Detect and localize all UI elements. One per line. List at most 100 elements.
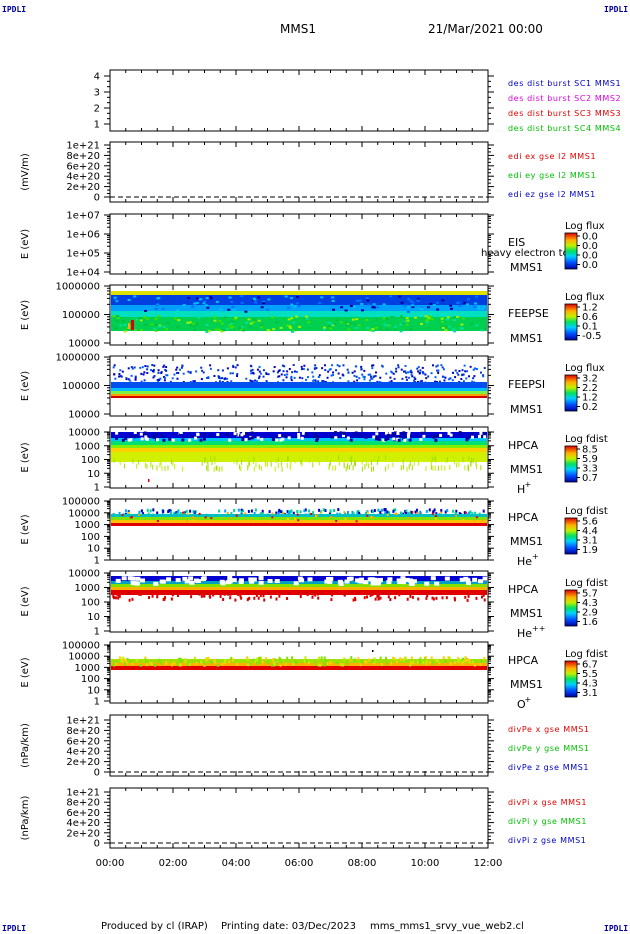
spectrogram-cell <box>131 367 134 370</box>
spectrogram-cell <box>411 595 414 599</box>
instrument-label: EIS <box>508 236 525 249</box>
spectrogram-cell <box>419 656 422 660</box>
spectrogram-cell <box>265 308 269 311</box>
spectrogram-cell <box>460 591 463 595</box>
spectrogram-cell <box>360 309 364 312</box>
spectrogram-cell <box>389 376 392 379</box>
spectrogram-cell <box>234 366 237 369</box>
spectrogram-cell <box>161 465 163 471</box>
spectrogram-cell <box>347 328 351 331</box>
spectrogram-cell <box>451 379 454 382</box>
spectrogram-cell <box>240 466 242 472</box>
spectrogram-cell <box>317 376 320 379</box>
spectrogram-cell <box>307 660 310 664</box>
spectrogram-cell <box>171 593 174 597</box>
spacecraft-label: MMS1 <box>510 332 543 345</box>
spectrogram-cell <box>210 456 212 462</box>
spectrogram-cell <box>461 661 464 665</box>
spectrogram-cell <box>464 370 467 373</box>
spectrogram-cell <box>313 367 316 370</box>
spectrogram-cell <box>168 437 172 441</box>
spectrogram-cell <box>444 576 450 581</box>
spectrogram-cell <box>203 591 206 595</box>
spectrogram-cell <box>425 509 428 513</box>
spectrogram-cell <box>221 377 224 380</box>
spectrogram-cell <box>474 511 477 515</box>
spectrogram-cell <box>328 576 334 581</box>
spectrogram-cell <box>157 371 160 374</box>
instrument-label: FEEPSE <box>508 307 549 320</box>
spectrogram-cell <box>113 663 116 667</box>
spectrogram-cell <box>173 373 176 376</box>
spectrogram-cell <box>206 458 208 464</box>
spectrogram-cell <box>465 303 469 306</box>
spectrogram-cell <box>127 367 130 370</box>
y-axis-label: E (eV) <box>20 229 31 259</box>
spectrogram-cell <box>146 317 150 320</box>
spectrogram-cell <box>301 431 305 435</box>
spectrogram-cell <box>204 304 208 307</box>
spectrogram-cell <box>259 656 262 660</box>
spectrogram-cell <box>441 366 444 369</box>
spectrogram-cell <box>482 576 488 581</box>
spectrogram-cell <box>124 509 127 513</box>
spectrogram-cell <box>411 305 415 308</box>
spectrogram-cell <box>126 327 130 330</box>
spectrogram-cell <box>441 299 445 302</box>
spectrogram-cell <box>330 515 333 518</box>
spectrogram-cell <box>461 374 464 377</box>
spectrogram-cell <box>177 510 180 514</box>
colorbar-title: Log flux <box>565 221 605 232</box>
spectrogram-cell <box>168 508 171 512</box>
spectrogram-cell <box>303 364 306 367</box>
spectrogram-cell <box>241 459 243 465</box>
colorbar-tick-label: 4.4 <box>582 526 598 537</box>
spectrogram-cell <box>148 479 150 482</box>
spectrogram-cell <box>117 596 120 600</box>
spectrogram-cell <box>255 662 258 666</box>
spectrogram-cell <box>290 379 293 382</box>
spectrogram-cell <box>146 365 149 368</box>
corner-mark-bottom-right: IPDLI <box>604 924 629 933</box>
spectrogram-cell <box>464 595 467 599</box>
spectrogram-cell <box>149 509 152 513</box>
spectrogram-cell <box>466 370 469 373</box>
spectrogram-cell <box>385 656 388 660</box>
y-tick-label: 1e+21 <box>66 141 100 152</box>
spectrogram-cell <box>397 579 403 584</box>
spectrogram-cell <box>149 661 152 665</box>
spectrogram-cell <box>473 375 476 378</box>
spectrogram-cell <box>414 510 417 514</box>
spectrogram-cell <box>286 306 290 309</box>
spectrogram-cell <box>268 510 271 514</box>
spectrogram-cell <box>312 511 315 515</box>
spectrogram-cell <box>216 433 220 437</box>
spectrogram-cell <box>384 510 387 514</box>
spectrogram-cell <box>374 375 377 378</box>
spectrogram-cell <box>245 321 249 324</box>
spectrogram-cell <box>192 322 196 325</box>
spectrogram-cell <box>330 593 333 597</box>
spectrogram-cell <box>240 596 243 600</box>
spectrogram-band <box>111 587 487 590</box>
spectrogram-cell <box>464 659 467 663</box>
spectrogram-cell <box>330 435 334 439</box>
spectrogram-cell <box>360 302 364 305</box>
spectrogram-cell <box>262 302 266 305</box>
spectrogram-cell <box>371 377 374 380</box>
spectrogram-cell <box>246 598 249 602</box>
spectrogram-cell <box>409 370 412 373</box>
spectrogram-cell <box>394 596 397 600</box>
spectrogram-cell <box>373 509 376 513</box>
spectrogram-cell <box>347 380 350 383</box>
spectrogram-cell <box>277 369 280 372</box>
spectrogram-cell <box>361 373 364 376</box>
spectrogram-cell <box>259 372 262 375</box>
spectrogram-cell <box>343 463 345 469</box>
spectrogram-cell <box>192 510 195 514</box>
spectrogram-cell <box>133 431 137 435</box>
panel-frame <box>109 213 489 275</box>
spectrogram-cell <box>444 510 447 514</box>
spectrogram-cell <box>479 659 482 663</box>
